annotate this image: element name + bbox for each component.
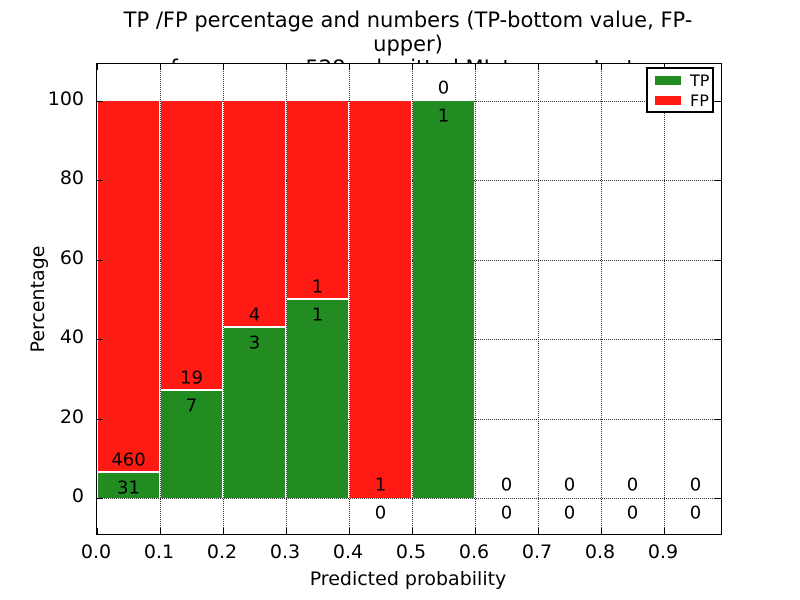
- gridline-vertical: [601, 64, 602, 534]
- fp-count-label: 0: [689, 474, 702, 496]
- fp-count-label: 1: [374, 474, 387, 496]
- y-tick-mark-left: [97, 101, 103, 102]
- gridline-vertical: [286, 64, 287, 534]
- bar-fp-segment: [98, 101, 159, 473]
- chart-title-line1: TP /FP percentage and numbers (TP-bottom…: [123, 8, 693, 56]
- y-tick-label: 60: [59, 246, 84, 269]
- y-tick-mark-right: [715, 180, 721, 182]
- y-tick-mark-left: [97, 339, 103, 341]
- x-tick-label: 0.3: [269, 541, 301, 563]
- fp-count-label: 1: [311, 276, 324, 297]
- fp-count-label: 19: [180, 367, 203, 389]
- tp-count-label: 0: [563, 502, 576, 524]
- x-tick-label: 0.8: [584, 541, 616, 563]
- tp-count-label: 0: [374, 502, 387, 524]
- fp-legend-swatch: [655, 96, 681, 105]
- gridline-vertical: [223, 64, 224, 534]
- y-tick-mark-left: [97, 259, 103, 261]
- tp-count-label: 0: [626, 502, 639, 524]
- fp-count-label: 0: [626, 474, 639, 496]
- x-tick-label: 0.5: [395, 541, 427, 563]
- legend-item-tp: TP: [648, 70, 712, 90]
- y-tick-label: 20: [59, 405, 84, 428]
- tp-count-label: 1: [437, 105, 450, 127]
- x-tick-mark-bottom: [286, 528, 287, 534]
- x-tick-mark-bottom: [664, 528, 665, 534]
- y-tick-label: 80: [59, 167, 84, 190]
- fp-legend-label: FP: [690, 91, 709, 110]
- x-tick-mark-bottom: [223, 528, 224, 534]
- y-tick-mark-right: [715, 418, 721, 420]
- x-tick-mark-top: [601, 64, 602, 70]
- bar-fp-segment: [224, 101, 285, 328]
- y-axis-label: Percentage: [27, 245, 49, 353]
- fp-count-label: 0: [563, 474, 576, 496]
- y-tick-mark-left: [97, 180, 103, 182]
- bar-tp-segment: [413, 101, 474, 498]
- fp-count-label: 0: [437, 77, 450, 99]
- x-tick-mark-top: [538, 64, 539, 70]
- bar-fp-segment: [350, 101, 411, 498]
- x-tick-label: 0.6: [458, 541, 490, 563]
- tp-count-label: 1: [311, 304, 324, 325]
- x-tick-mark-bottom: [412, 528, 413, 534]
- x-tick-mark-bottom: [601, 528, 602, 534]
- tp-count-label: 7: [185, 395, 198, 417]
- fp-count-label: 4: [248, 304, 261, 326]
- x-tick-mark-bottom: [475, 528, 476, 534]
- gridline-vertical: [475, 64, 476, 534]
- gridline-vertical: [412, 64, 413, 534]
- y-tick-label: 40: [59, 326, 84, 349]
- legend: TP FP: [646, 67, 714, 113]
- tp-legend-label: TP: [690, 71, 710, 90]
- bar-fp-segment: [161, 101, 222, 392]
- x-tick-label: 0.2: [206, 541, 238, 563]
- x-tick-label: 0.0: [80, 541, 112, 563]
- x-tick-mark-bottom: [160, 528, 161, 534]
- tp-count-label: 3: [248, 332, 261, 354]
- gridline-vertical: [538, 64, 539, 534]
- x-tick-mark-bottom: [97, 528, 98, 534]
- y-tick-label: 100: [47, 88, 84, 110]
- legend-item-fp: FP: [648, 90, 712, 110]
- x-axis-label: Predicted probability: [309, 568, 507, 590]
- bar-tp-segment: [161, 391, 222, 498]
- y-tick-mark-right: [715, 498, 721, 499]
- fp-count-label: 460: [111, 449, 146, 471]
- y-tick-mark-left: [97, 498, 103, 499]
- x-tick-mark-top: [286, 64, 287, 70]
- fp-count-label: 0: [500, 474, 513, 496]
- x-tick-label: 0.1: [143, 541, 175, 563]
- x-tick-mark-top: [97, 64, 98, 70]
- x-tick-label: 0.7: [521, 541, 553, 563]
- x-tick-mark-top: [160, 64, 161, 70]
- tp-legend-swatch: [655, 76, 681, 85]
- y-tick-mark-right: [715, 259, 721, 261]
- bar-fp-segment: [287, 101, 348, 300]
- x-tick-label: 0.9: [647, 541, 679, 563]
- gridline-horizontal: [97, 498, 721, 499]
- x-tick-mark-top: [475, 64, 476, 70]
- bar-tp-segment: [98, 472, 159, 498]
- y-tick-mark-left: [97, 418, 103, 420]
- tp-count-label: 31: [117, 477, 140, 499]
- x-tick-mark-top: [412, 64, 413, 70]
- x-tick-mark-top: [349, 64, 350, 70]
- bar-tp-segment: [287, 299, 348, 498]
- gridline-vertical: [160, 64, 161, 534]
- plot-area: TP FP 460 31 19 7 4 3 1 1 1 0 0 1 0 0 0 0 0 0 0 0: [96, 63, 722, 535]
- tp-count-label: 0: [500, 502, 513, 524]
- bar-tp-segment: [224, 327, 285, 498]
- gridline-vertical: [349, 64, 350, 534]
- y-tick-mark-right: [715, 101, 721, 102]
- y-tick-mark-right: [715, 339, 721, 341]
- x-tick-mark-bottom: [349, 528, 350, 534]
- x-tick-mark-bottom: [538, 528, 539, 534]
- tp-count-label: 0: [689, 502, 702, 524]
- x-tick-mark-top: [223, 64, 224, 70]
- y-tick-label: 0: [71, 485, 84, 507]
- gridline-vertical: [664, 64, 665, 534]
- x-tick-label: 0.4: [332, 541, 364, 563]
